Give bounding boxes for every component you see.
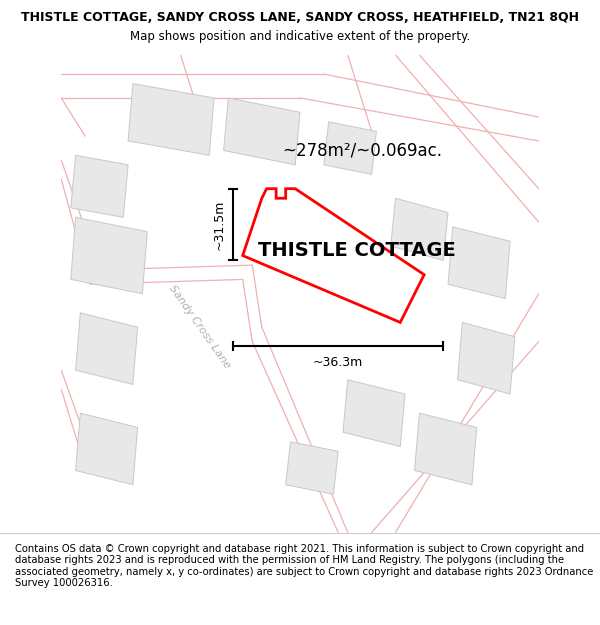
Polygon shape [458,322,515,394]
Text: THISTLE COTTAGE: THISTLE COTTAGE [259,241,456,260]
Polygon shape [286,442,338,494]
Polygon shape [71,155,128,218]
Text: Contains OS data © Crown copyright and database right 2021. This information is : Contains OS data © Crown copyright and d… [15,544,593,588]
Text: ~31.5m: ~31.5m [212,199,226,250]
Polygon shape [343,380,405,446]
Polygon shape [415,413,476,485]
Polygon shape [224,98,300,165]
Text: Sandy Cross Lane: Sandy Cross Lane [167,284,232,371]
Polygon shape [391,198,448,261]
Text: THISTLE COTTAGE, SANDY CROSS LANE, SANDY CROSS, HEATHFIELD, TN21 8QH: THISTLE COTTAGE, SANDY CROSS LANE, SANDY… [21,11,579,24]
Polygon shape [76,413,137,485]
Polygon shape [76,313,137,384]
Text: ~36.3m: ~36.3m [313,356,364,369]
Polygon shape [128,84,214,155]
Polygon shape [242,189,424,322]
Text: ~278m²/~0.069ac.: ~278m²/~0.069ac. [282,141,442,159]
Text: Map shows position and indicative extent of the property.: Map shows position and indicative extent… [130,30,470,43]
Polygon shape [448,227,510,299]
Polygon shape [71,217,147,294]
Polygon shape [324,122,376,174]
